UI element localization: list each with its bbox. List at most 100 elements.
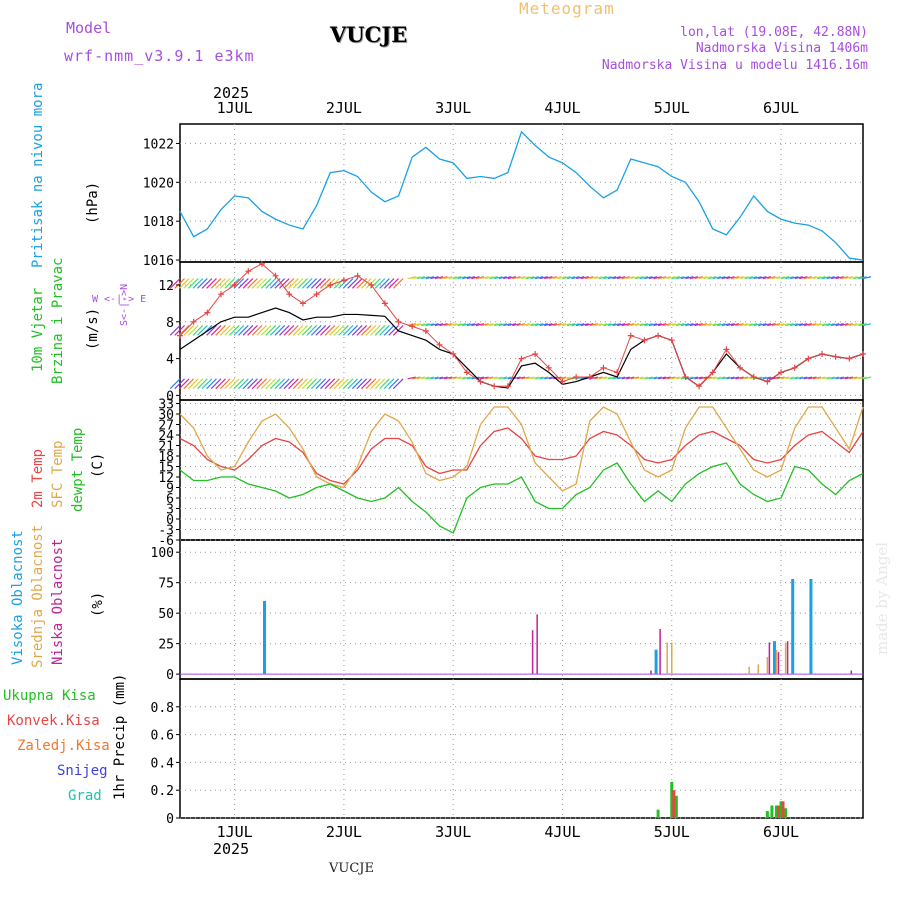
wind-barb	[228, 378, 240, 390]
wind-barb	[233, 325, 245, 336]
wind-barb	[374, 378, 386, 390]
wind-barb	[347, 325, 359, 336]
wind-barb	[539, 323, 548, 327]
wind-barb	[830, 323, 840, 327]
wind-barb	[183, 378, 195, 390]
wind-barb	[392, 378, 404, 390]
wind-gust-marker	[655, 332, 662, 339]
wind-barb	[247, 278, 258, 289]
wind-barb	[421, 276, 430, 280]
wind-barb	[379, 378, 390, 390]
wind-barb	[735, 323, 744, 327]
wind-barb	[439, 276, 448, 280]
wind-barb	[698, 376, 708, 380]
model-altitude-info: Nadmorska Visina u modelu 1416.16m	[601, 58, 868, 73]
cloud-bar	[809, 579, 813, 675]
wind-gust-marker	[559, 378, 566, 385]
wind-barb	[503, 323, 512, 327]
cloud-bar	[263, 600, 267, 675]
wind-barb	[794, 376, 803, 380]
cloud-low-title: Niska Oblacnost	[50, 539, 66, 665]
wind-barb	[630, 276, 640, 280]
wind-barb	[785, 323, 794, 327]
wind-barb	[388, 278, 399, 289]
wind-barb	[657, 376, 667, 380]
wind-barb	[544, 276, 553, 280]
wind-barb	[210, 378, 222, 390]
wind-barb	[566, 276, 576, 280]
cloud-bar	[748, 666, 750, 675]
wind-barb	[434, 323, 444, 327]
pressure-tick-label: 1022	[143, 137, 174, 152]
wind-barb	[324, 325, 336, 336]
precip-tick-label: 0.6	[151, 729, 174, 744]
cloud-bar	[772, 641, 776, 675]
wind-barb	[288, 278, 299, 289]
temp-tick-label: 33	[158, 398, 174, 413]
wind-barb	[512, 323, 521, 327]
wind-barb	[347, 278, 359, 289]
wind-barb	[858, 376, 867, 380]
wind-barb	[412, 376, 421, 380]
wind-barb	[466, 276, 476, 280]
wind-barb	[749, 323, 758, 327]
wind-barb	[256, 378, 267, 390]
wind-barb	[662, 376, 671, 380]
precip-bar	[656, 809, 660, 818]
wind-barb	[721, 376, 731, 380]
temp-tick-label: 6	[166, 492, 174, 507]
wind-barb	[462, 276, 471, 280]
wind-barb	[826, 276, 835, 280]
wind-barb	[351, 278, 363, 289]
wind-barb	[320, 378, 331, 390]
wind-barb	[671, 323, 680, 327]
temp-tick-label: 30	[158, 408, 174, 423]
pressure-frame	[179, 123, 864, 263]
wind-barb	[315, 378, 327, 390]
bottom-year-label: 2025	[213, 840, 249, 858]
wind-barb	[662, 276, 671, 280]
cloud-unit: (%)	[90, 592, 106, 617]
wind-barb	[767, 323, 776, 327]
wind-barb	[594, 276, 603, 280]
wind-barb	[416, 276, 426, 280]
wind-barb	[215, 325, 226, 336]
temp-tick-label: 12	[158, 471, 174, 486]
wind-barb	[215, 378, 226, 390]
wind-barb	[826, 376, 835, 380]
wind-barb	[553, 376, 562, 380]
wind-barb	[374, 325, 386, 336]
wind-barb	[416, 323, 426, 327]
precip-bar	[670, 781, 674, 818]
wind-barb	[206, 378, 217, 390]
temp-tick-label: 18	[158, 450, 174, 465]
wind-barb	[826, 323, 835, 327]
wind-barb	[301, 378, 313, 390]
wind-barb	[840, 276, 849, 280]
wind-barb	[206, 278, 217, 289]
wind-barb	[708, 276, 717, 280]
wind-barb	[251, 378, 263, 390]
wind-barb	[315, 278, 327, 289]
wind-barb	[219, 278, 231, 289]
wind-barb	[762, 276, 772, 280]
cloud-bar	[671, 642, 673, 675]
wind-barb	[689, 323, 699, 327]
wind-barb	[753, 323, 762, 327]
wind-barb	[443, 376, 453, 380]
cloud-bar	[654, 649, 658, 675]
wind-gust-marker	[204, 309, 211, 316]
wind-barb	[383, 278, 395, 289]
wind-barb	[320, 325, 331, 336]
temp-sfc-title: SFC Temp	[50, 441, 66, 508]
wind-barb	[594, 376, 603, 380]
wind-barb	[812, 323, 822, 327]
wind-barb	[462, 323, 471, 327]
wind-barb	[589, 323, 599, 327]
wind-barb	[544, 376, 553, 380]
wind-barb	[462, 376, 471, 380]
wind-barb	[260, 325, 272, 336]
wind-barb	[192, 278, 204, 289]
wind-barb	[265, 325, 277, 336]
wind-panel	[169, 260, 872, 390]
